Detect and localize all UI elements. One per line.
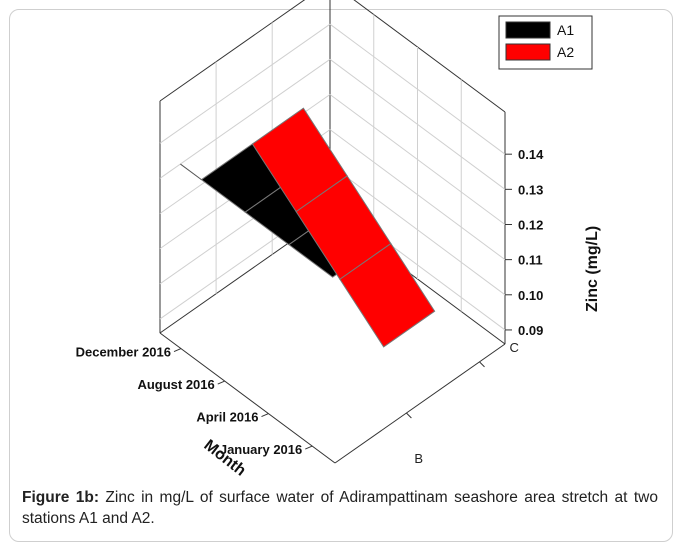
chart-grid [159, 14, 506, 331]
z-tick-label: 0.12 [518, 217, 543, 232]
z-tick-label: 0.09 [518, 323, 543, 338]
legend-swatch-a1 [505, 21, 551, 39]
y-tick-label: C [510, 340, 519, 355]
box-edge [159, 332, 336, 464]
x-tick [217, 380, 225, 385]
legend-label-a2: A2 [557, 44, 574, 60]
x-tick [173, 348, 182, 353]
y-tick-label: B [414, 451, 423, 466]
figure-caption: Figure 1b: Zinc in mg/L of surface water… [22, 487, 658, 529]
legend-label-a1: A1 [557, 22, 574, 38]
x-tick-label: August 2016 [137, 377, 214, 392]
caption-text: Zinc in mg/L of surface water of Adiramp… [22, 489, 658, 527]
y-tick [406, 412, 412, 419]
box-edge [159, 0, 306, 102]
z-tick-label: 0.11 [518, 253, 543, 268]
box-edge [334, 343, 506, 464]
chart-3d: December 2016 August 2016 April 2016 Januar… [76, 0, 601, 480]
x-tick [261, 413, 269, 418]
surface-a2-segment [339, 242, 436, 348]
chart-surfaces [180, 107, 436, 348]
z-axis-label: Zinc (mg/L) [584, 226, 601, 312]
x-tick [305, 445, 313, 450]
x-tick-label: January 2016 [220, 442, 302, 457]
caption-label: Figure 1b: [22, 489, 100, 506]
z-tick-label: 0.13 [518, 182, 543, 197]
legend-swatch-a2 [505, 43, 551, 61]
z-tick-label: 0.10 [518, 288, 543, 303]
z-axis-ticks: 0.09 0.10 0.11 0.12 0.13 0.14 [505, 147, 544, 338]
x-tick-label: April 2016 [196, 410, 258, 425]
z-tick-label: 0.14 [518, 147, 544, 162]
grid-line [159, 58, 331, 179]
grid-line [159, 23, 331, 144]
x-tick-label: December 2016 [76, 345, 171, 360]
surface-edge-line [180, 163, 202, 181]
x-axis-ticks: December 2016 August 2016 April 2016 Januar… [76, 345, 313, 457]
y-axis-ticks: BC [406, 340, 519, 466]
y-tick [479, 361, 485, 368]
